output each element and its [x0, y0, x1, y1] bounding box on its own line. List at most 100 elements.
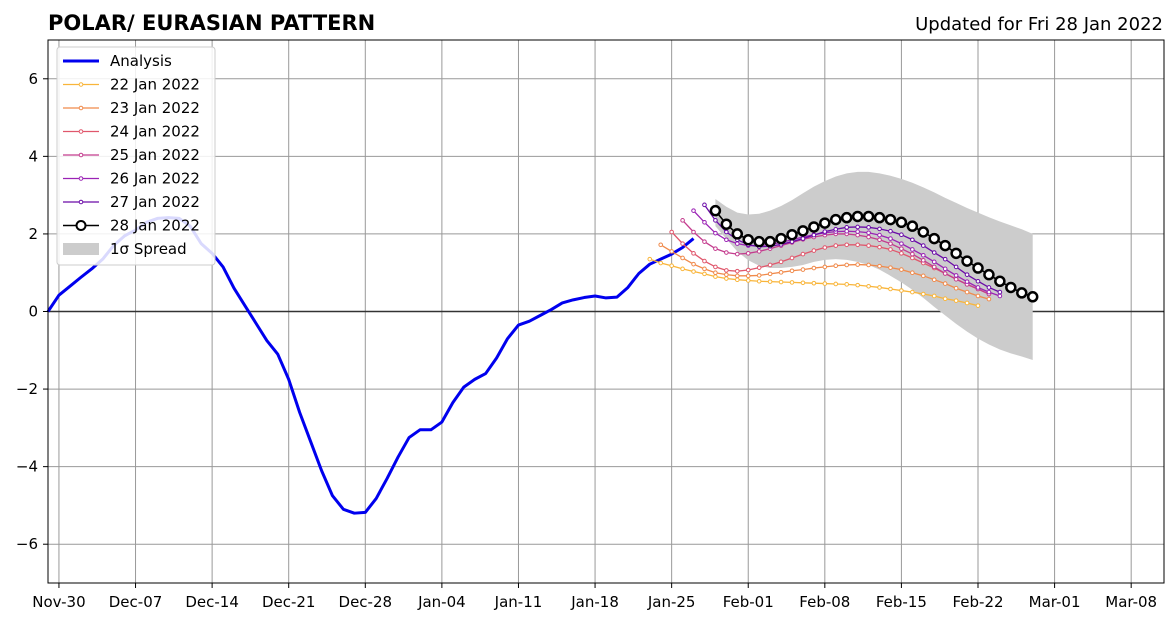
forecast-point [724, 229, 729, 235]
forecast-point [953, 273, 959, 278]
forecast-point [910, 247, 915, 252]
forecast-point [953, 277, 959, 282]
forecast-point [855, 242, 860, 248]
forecast-point [724, 276, 729, 281]
forecast-point [953, 298, 959, 303]
forecast-point [789, 255, 795, 261]
forecast-point [986, 289, 992, 295]
forecast-point [844, 242, 850, 248]
legend-item: 23 Jan 2022 [63, 99, 200, 117]
forecast-point [888, 247, 893, 252]
legend: Analysis 22 Jan 2022 23 Jan 2022 24 Jan 202… [56, 46, 216, 266]
forecast-point [767, 279, 773, 284]
forecast-point [822, 281, 828, 286]
forecast-point [713, 218, 718, 223]
forecast-point [822, 229, 828, 234]
legend-marker [78, 129, 84, 134]
forecast-point [819, 217, 831, 229]
legend-label: 27 Jan 2022 [110, 193, 200, 211]
forecast-point [724, 237, 729, 243]
legend-item: 25 Jan 2022 [63, 146, 200, 164]
x-tick-label: Dec-21 [262, 593, 316, 611]
forecast-point [931, 293, 937, 299]
forecast-point [994, 275, 1006, 287]
forecast-point [745, 278, 751, 283]
forecast-point [964, 279, 970, 284]
forecast-point [808, 221, 820, 233]
x-tick-label: Dec-07 [109, 593, 163, 611]
forecast-point [702, 239, 707, 244]
forecast-point [899, 246, 904, 251]
forecast-point [756, 249, 762, 254]
forecast-point [877, 263, 882, 269]
forecast-point [658, 260, 664, 266]
forecast-point [975, 303, 981, 308]
forecast-point [833, 243, 839, 248]
y-tick-label: 2 [28, 225, 38, 243]
forecast-point [942, 271, 948, 276]
forecast-point [906, 220, 919, 232]
forecast-point [811, 232, 817, 238]
forecast-point [931, 264, 937, 270]
x-tick-label: Mar-01 [1029, 593, 1081, 611]
legend-item: 22 Jan 2022 [63, 76, 200, 94]
forecast-point [745, 273, 751, 279]
forecast-point [691, 269, 696, 274]
forecast-point [953, 264, 959, 270]
legend-item: 1σ Spread [63, 240, 187, 258]
forecast-point [778, 259, 784, 265]
forecast-point [975, 293, 981, 299]
forecast-point [910, 270, 915, 276]
forecast-point [713, 264, 718, 270]
forecast-point [713, 230, 718, 236]
forecast-point [866, 234, 871, 240]
forecast-point [702, 219, 707, 225]
forecast-point [720, 218, 733, 230]
x-tick-label: Nov-30 [32, 593, 85, 611]
forecast-point [742, 233, 754, 246]
forecast-point [884, 213, 897, 226]
x-tick-label: Feb-22 [952, 593, 1003, 611]
forecast-point [811, 280, 817, 286]
forecast-point [920, 291, 926, 297]
forecast-point [778, 279, 784, 285]
forecast-point [840, 211, 853, 224]
forecast-point [975, 278, 981, 284]
forecast-point [942, 281, 948, 286]
forecast-point [844, 225, 850, 230]
forecast-point [899, 267, 904, 272]
forecast-point [800, 267, 806, 272]
forecast-point [1016, 287, 1028, 299]
legend-item: 26 Jan 2022 [63, 170, 200, 188]
forecast-point [789, 268, 795, 274]
legend-marker [78, 82, 84, 87]
forecast-point [866, 230, 871, 236]
forecast-point [756, 273, 762, 278]
forecast-point [822, 245, 828, 250]
forecast-point [888, 265, 893, 270]
x-tick-label: Jan-11 [494, 593, 543, 611]
forecast-point [920, 273, 926, 279]
y-tick-label: 4 [28, 147, 38, 165]
forecast-point [734, 241, 740, 246]
legend-item: 27 Jan 2022 [63, 193, 200, 211]
forecast-point [724, 272, 729, 277]
legend-marker [78, 152, 84, 158]
legend-label: 24 Jan 2022 [110, 123, 200, 141]
y-tick-label: 6 [28, 70, 38, 88]
y-tick-label: 0 [28, 303, 38, 321]
forecast-point [691, 251, 696, 256]
forecast-point [833, 263, 839, 269]
forecast-point [964, 289, 970, 295]
x-tick-label: Feb-01 [723, 593, 774, 611]
forecast-point [830, 213, 842, 226]
forecast-point [899, 288, 904, 293]
forecast-point [731, 228, 744, 240]
forecast-point [844, 228, 850, 234]
legend-marker [78, 105, 84, 111]
forecast-point [764, 235, 776, 248]
x-tick-label: Jan-18 [570, 593, 619, 611]
forecast-point [724, 250, 729, 255]
forecast-point [920, 243, 926, 248]
forecast-point [873, 211, 886, 224]
